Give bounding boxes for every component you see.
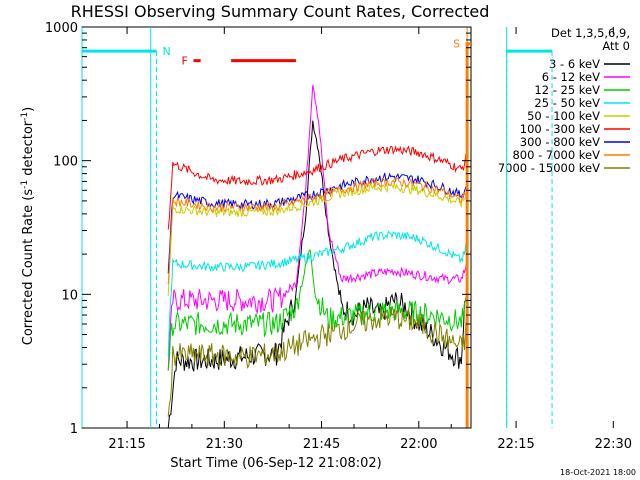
flag-label-F: F [182,55,188,68]
series-line-4 [167,182,468,296]
series-line-5 [167,145,468,230]
legend-label-8: 7000 - 15000 keV [498,161,600,175]
series-line-2 [167,249,468,371]
x-tick-label-5: 22:30 [595,437,632,452]
series-line-3 [167,230,468,357]
legend-header-line-2: Att 0 [602,39,630,53]
x-tick-label-0: 21:15 [108,437,145,452]
x-tick-label-2: 21:45 [303,437,340,452]
legend-header-line-1: Det 1,3,5,6,9, [551,26,630,40]
y-axis-label: Corrected Count Rate (s-1 detector-1) [20,107,36,345]
chart-title: RHESSI Observing Summary Count Rates, Co… [71,2,490,21]
plot-frame [81,26,472,429]
y-tick-label-3: 1000 [45,21,78,36]
legend-label-1: 6 - 12 keV [542,70,600,84]
y-tick-label-1: 10 [61,288,78,303]
y-tick-label-2: 100 [53,155,78,170]
attenuator-label: S [453,38,460,51]
night-lines [81,27,508,428]
series-line-1 [167,84,468,371]
x-tick-label-3: 22:00 [400,437,437,452]
x-tick-label-1: 21:30 [206,437,243,452]
attenuator-state-line [465,42,471,428]
series-line-7 [167,176,468,285]
legend-label-4: 50 - 100 keV [527,109,600,123]
legend-label-6: 300 - 800 keV [520,135,600,149]
flag-label-N: N [163,45,171,58]
legend-label-5: 100 - 300 keV [520,122,600,136]
series-line-6 [167,172,468,274]
series-lines [167,84,468,429]
x-tick-label-4: 22:15 [497,437,534,452]
axis-ticks: 21:1521:3021:4522:0022:1522:3022:4511010… [45,21,632,452]
legend-label-3: 25 - 50 keV [534,96,600,110]
legend-label-7: 800 - 7000 keV [512,148,600,162]
y-tick-label-0: 1 [70,422,78,437]
flag-bars: NF [82,45,553,428]
attenuator-step: S [453,38,471,428]
legend-label-2: 12 - 25 keV [534,83,600,97]
series-line-8 [167,307,468,417]
footer-date-stamp: 18-Oct-2021 18:00 [560,468,636,477]
x-axis-label: Start Time (06-Sep-12 21:08:02) [170,456,381,471]
legend-label-0: 3 - 6 keV [549,57,600,71]
